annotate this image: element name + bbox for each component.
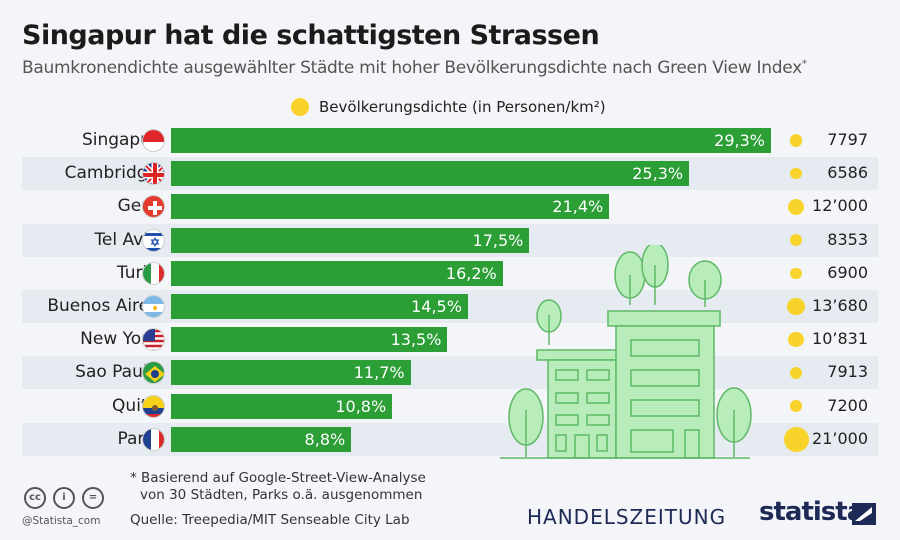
density-label: 13’680: [812, 296, 868, 315]
value-label: 29,3%: [714, 131, 765, 150]
category-label: New York: [80, 329, 158, 350]
subtitle-mark: *: [801, 58, 807, 70]
category-label: Buenos Aires: [47, 296, 158, 316]
flag-ec-icon: [142, 394, 165, 418]
value-label: 14,5%: [411, 297, 462, 316]
handelszeitung-logo: HANDELSZEITUNG: [527, 505, 727, 529]
flag-il-icon: [142, 228, 165, 252]
density-label: 6900: [827, 262, 868, 282]
category-label: Sao Paulo: [75, 362, 158, 383]
flag-gb-icon: [142, 162, 165, 186]
nd-icon: =: [82, 487, 104, 509]
density-label: 21’000: [812, 428, 868, 448]
density-dot: [789, 366, 803, 380]
bar: 11,7%: [171, 360, 411, 386]
building-illustration: [500, 245, 752, 459]
bar: 17,5%: [171, 227, 530, 253]
density-dot: [783, 426, 809, 452]
by-icon: i: [53, 487, 75, 509]
density-dot: [788, 332, 804, 348]
bar: 21,4%: [171, 194, 610, 220]
bar: 14,5%: [171, 294, 468, 319]
statista-handle: @Statista_com: [22, 515, 101, 527]
statista-logo-icon: [852, 503, 876, 525]
flag-sg-icon: [142, 129, 165, 152]
bar: 29,3%: [171, 128, 771, 153]
density-label: 7797: [827, 130, 868, 149]
bar-row: Buenos Aires 14,5% 13’680: [22, 290, 878, 323]
footnote-line1: * Basierend auf Google-Street-View-Analy…: [130, 470, 426, 486]
density-label: 12’000: [812, 196, 868, 216]
density-dot: [787, 297, 805, 316]
cc-icon: cc: [24, 487, 46, 509]
flag-us-icon: [142, 328, 165, 352]
density-dot: [790, 267, 802, 279]
density-dot: [790, 400, 802, 412]
bar-row: Genf 21,4% 12’000: [22, 190, 878, 223]
bar-row: New York 13,5% 10’831: [22, 323, 878, 356]
legend: Bevölkerungsdichte (in Personen/km²): [291, 98, 606, 116]
legend-label: Bevölkerungsdichte (in Personen/km²): [319, 98, 606, 116]
density-dot: [789, 233, 803, 247]
chart-title: Singapur hat die schattigsten Strassen: [22, 20, 600, 51]
flag-fr-icon: [142, 427, 165, 451]
value-label: 8,8%: [304, 429, 346, 449]
density-label: 10’831: [812, 329, 868, 349]
value-label: 11,7%: [353, 363, 405, 383]
bar-row: Singapur 29,3% 7797: [22, 124, 878, 157]
density-dot: [789, 134, 803, 147]
bar: 16,2%: [171, 260, 503, 286]
legend-dot-icon: [291, 98, 309, 116]
flag-br-icon: [142, 361, 165, 385]
value-label: 25,3%: [632, 164, 684, 184]
value-label: 16,2%: [445, 263, 497, 283]
subtitle-text: Baumkronendichte ausgewählter Städte mit…: [22, 58, 802, 78]
statista-logo: statista: [759, 497, 864, 527]
bar-row: Turin 16,2% 6900: [22, 257, 878, 290]
footnote-line2: von 30 Städten, Parks o.ä. ausgenommen: [140, 487, 423, 503]
category-label: Cambridge: [64, 163, 158, 184]
value-label: 17,5%: [472, 230, 524, 250]
density-label: 6586: [827, 163, 868, 183]
density-dot: [787, 198, 805, 216]
density-label: 7200: [827, 395, 868, 415]
flag-it-icon: [142, 261, 165, 285]
value-label: 13,5%: [390, 330, 442, 350]
source: Quelle: Treepedia/MIT Senseable City Lab: [130, 512, 410, 528]
bar: 8,8%: [171, 426, 352, 452]
density-label: 8353: [827, 229, 868, 249]
bar-row: Cambridge 25,3% 6586: [22, 157, 878, 191]
category-label: Singapur: [81, 130, 158, 150]
value-label: 21,4%: [552, 197, 604, 217]
density-label: 7913: [827, 362, 868, 382]
bar-row: Quito 10,8% 7200: [22, 390, 878, 423]
chart-subtitle: Baumkronendichte ausgewählter Städte mit…: [22, 58, 807, 78]
bar: 13,5%: [171, 327, 448, 353]
value-label: 10,8%: [335, 396, 387, 416]
bar: 10,8%: [171, 393, 393, 419]
bar-row: Sao Paulo 11,7% 7913: [22, 356, 878, 390]
flag-ch-icon: [142, 195, 165, 219]
density-dot: [790, 168, 802, 180]
bar-row: Tel Aviv 17,5% 8353: [22, 223, 878, 257]
flag-ar-icon: [142, 295, 165, 318]
bar: 25,3%: [171, 161, 690, 187]
